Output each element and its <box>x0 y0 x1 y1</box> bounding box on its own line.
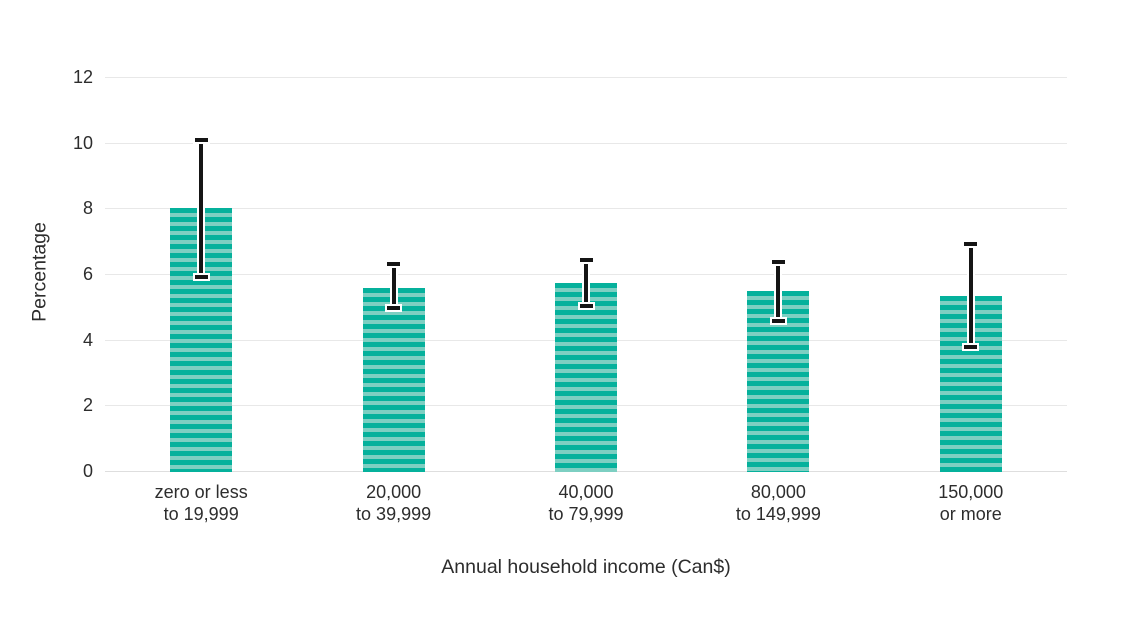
error-bar-cap-bottom <box>579 304 593 309</box>
x-tick-label: 150,000 or more <box>938 482 1004 524</box>
y-tick-label: 10 <box>72 132 93 153</box>
error-bar-cap-top <box>771 259 785 264</box>
bar <box>555 283 617 472</box>
x-tick-label: 80,000 to 149,999 <box>735 482 821 524</box>
error-bar-cap-top <box>194 138 208 143</box>
y-tick-label: 8 <box>82 198 93 219</box>
y-tick-label: 12 <box>72 67 93 87</box>
error-bar-cap-bottom <box>387 305 401 310</box>
error-bar-line <box>968 243 973 348</box>
y-tick-label: 4 <box>82 329 93 350</box>
gridline <box>105 77 1067 78</box>
error-bar-line <box>776 261 781 321</box>
error-bar-line <box>391 263 396 308</box>
x-tick-label: 40,000 to 79,999 <box>548 482 624 524</box>
error-bar-cap-top <box>964 241 978 246</box>
error-bar-cap-bottom <box>964 345 978 350</box>
error-bar-cap-top <box>579 258 593 263</box>
gridline <box>105 208 1067 210</box>
y-tick-label: 6 <box>82 264 93 284</box>
error-bar-line <box>199 140 204 277</box>
plot-area: 0 2 4 6 8 10 12 zero or less to 19,999 20,000 to… <box>73 67 1067 524</box>
bar <box>362 288 425 472</box>
error-bar-cap-bottom <box>194 274 208 279</box>
y-tick-label: 0 <box>82 461 93 481</box>
error-bar-cap-top <box>387 261 401 266</box>
x-tick-label: 20,000 to 39,999 <box>356 482 432 524</box>
x-tick-label: zero or less to 19,999 <box>154 482 248 524</box>
y-tick-label: 2 <box>82 395 93 416</box>
gridline <box>105 142 1067 144</box>
error-bar-line <box>584 260 588 307</box>
error-bar-cap-bottom <box>771 318 785 323</box>
x-axis-title: Annual household income (Can$) <box>441 556 731 578</box>
